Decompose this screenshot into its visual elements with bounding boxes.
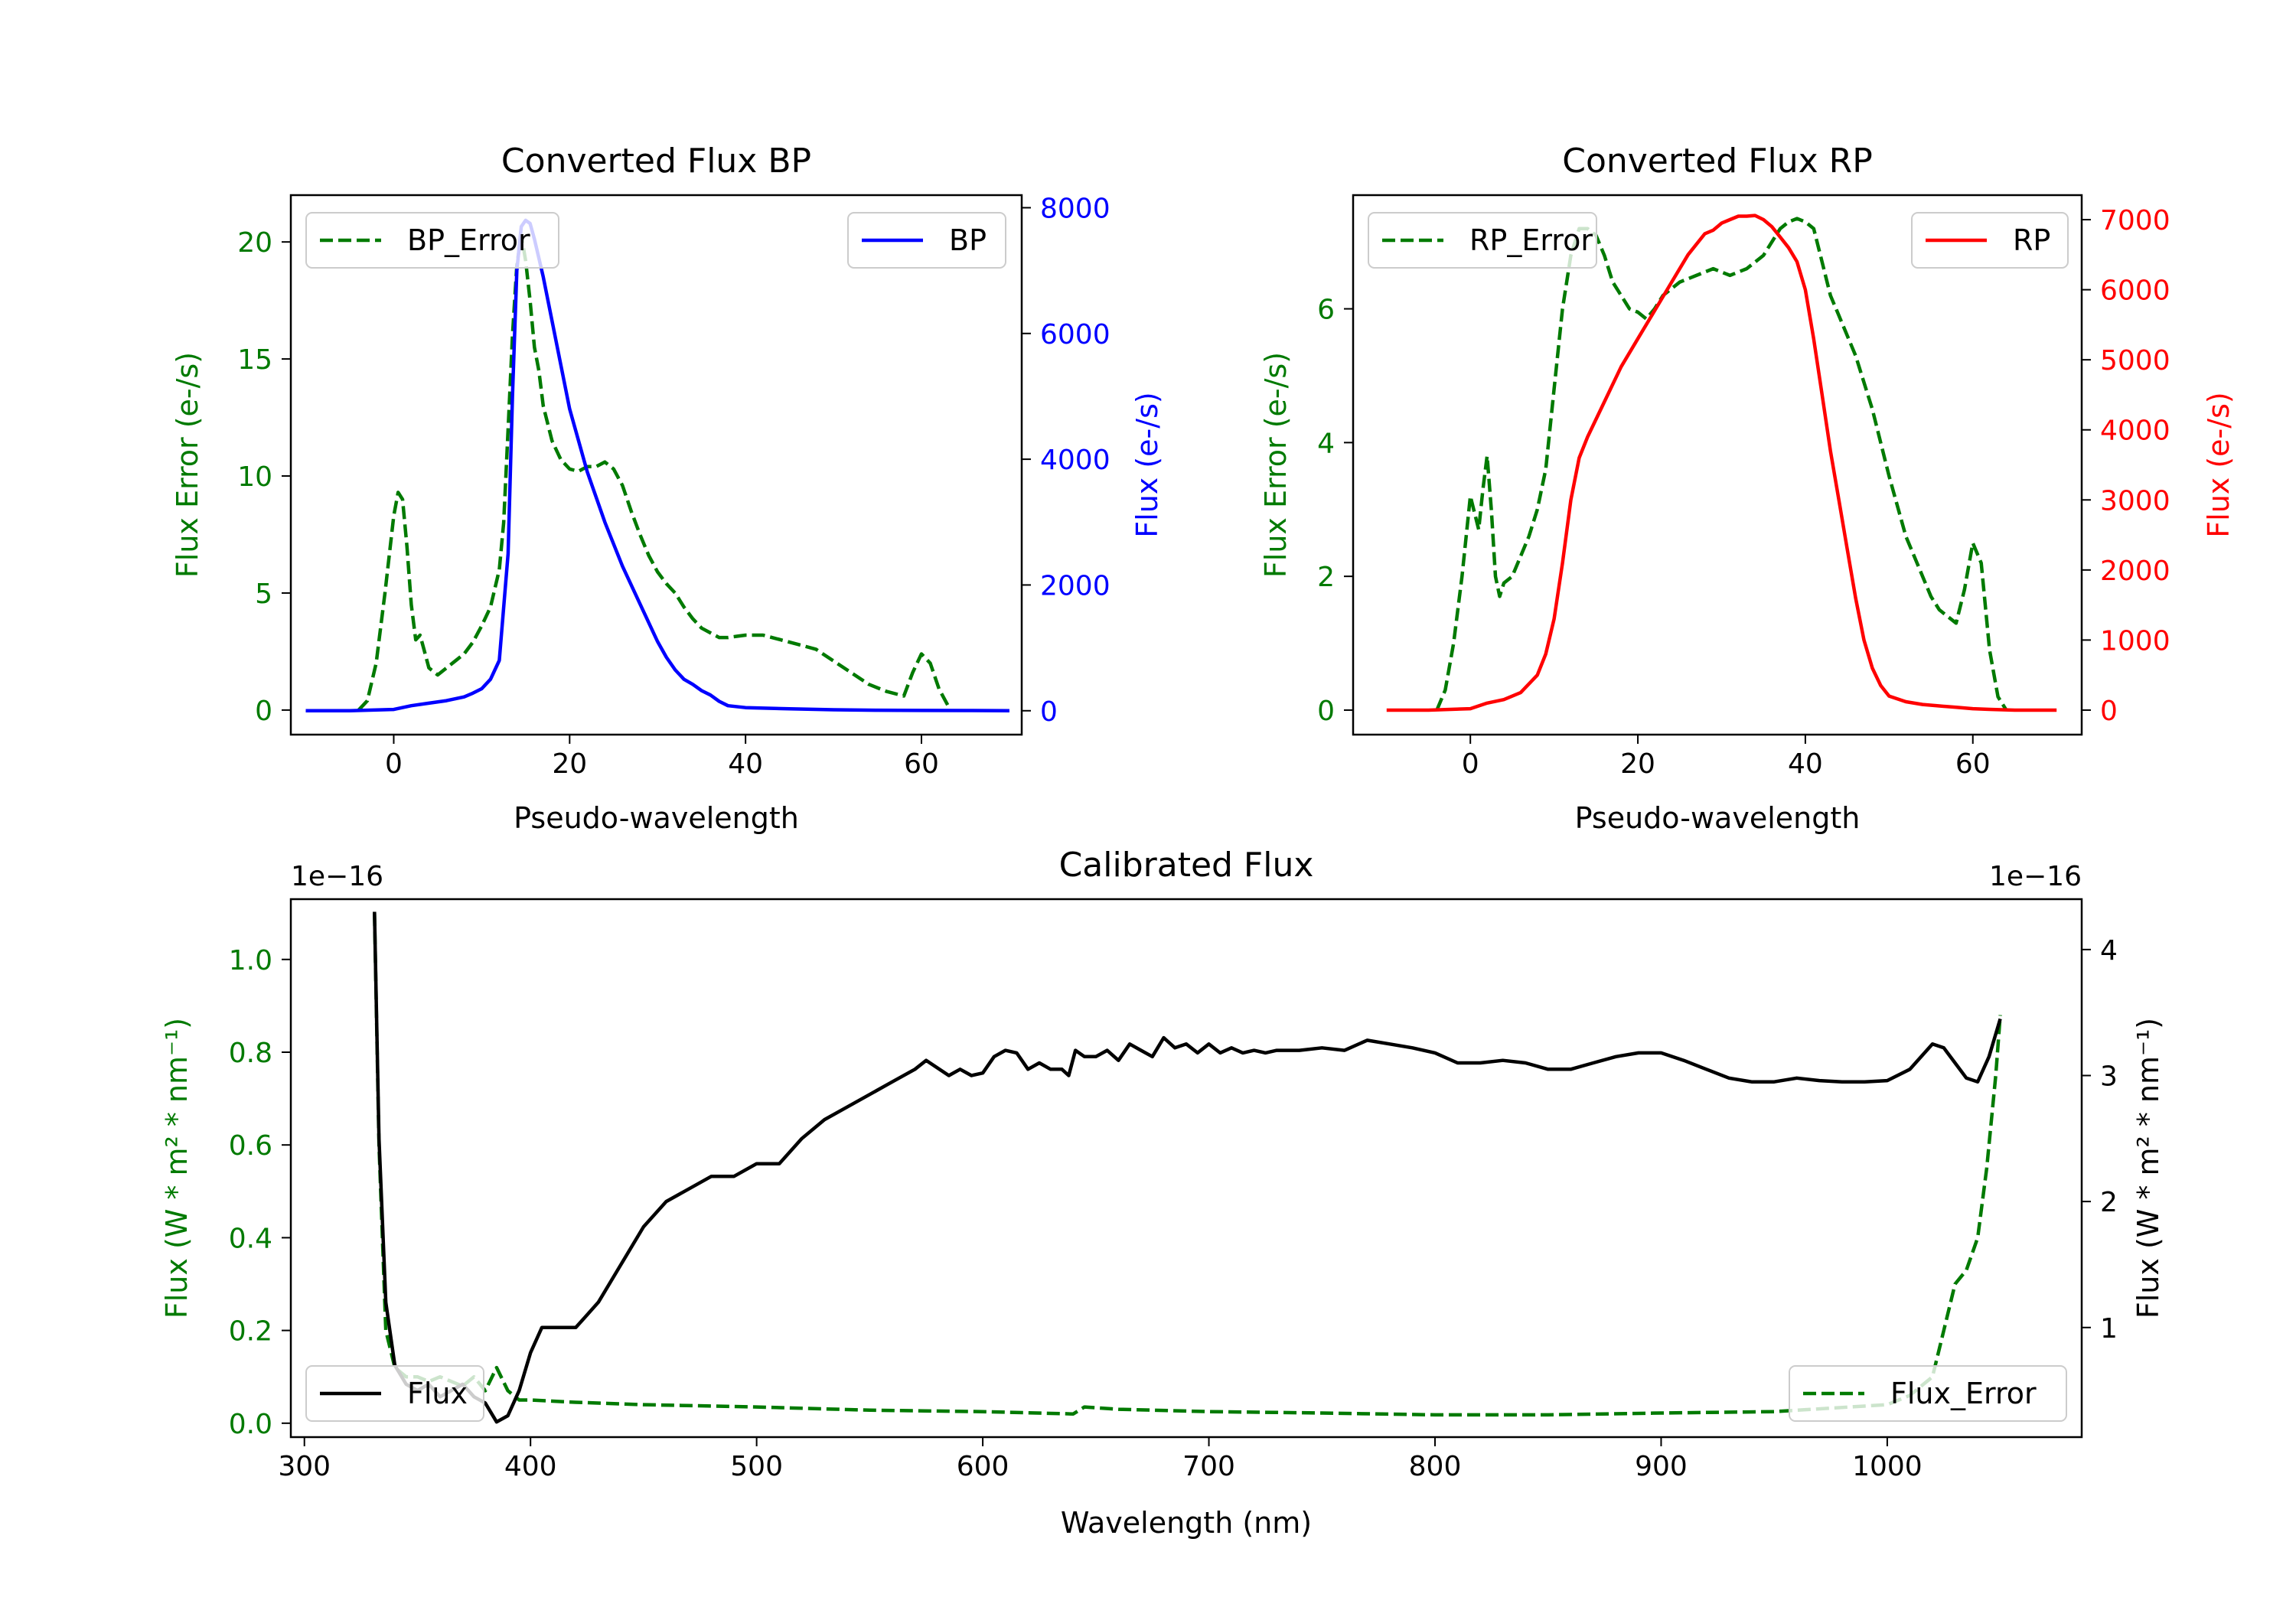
calibrated-xtick-label: 700 [1182,1451,1235,1482]
rp-ytick-right-label: 0 [2100,696,2118,727]
calibrated-ytick-left-label: 0.6 [229,1130,272,1162]
rp-legend-left: RP_Error [1368,212,1597,269]
rp-legend-left-box [1368,212,1597,269]
calibrated-line-flux [373,911,2002,1424]
bp-ytick-right-label: 4000 [1040,445,1110,476]
calibrated-offset-left: 1e−16 [291,861,383,892]
rp-series-group [1386,214,2057,712]
calibrated-xtick-label: 300 [278,1451,331,1482]
bp-legend-left-label: BP_Error [407,223,530,257]
bp-legend-right-box [847,212,1006,269]
bp-ytick-right-label: 0 [1040,696,1058,728]
bp-panel: Converted Flux BP 0 20 40 60 Pseudo-wavelengt… [171,142,1164,835]
rp-ylabel-left: Flux Error (e-/s) [1259,352,1293,578]
calibrated-legend-left-label: Flux [407,1377,468,1410]
bp-xtick-label: 0 [385,748,403,780]
calibrated-ylabel-right: Flux (W * m² * nm⁻¹) [2131,1018,2165,1319]
bp-xtick-label: 20 [552,748,587,780]
rp-ytick-left-label: 0 [1317,696,1335,727]
calibrated-ytick-left-label: 1.0 [229,945,272,976]
calibrated-legend-left: Flux [305,1365,484,1422]
calibrated-ytick-left-label: 0.2 [229,1316,272,1348]
rp-ytick-left-label: 4 [1317,428,1335,459]
calibrated-xtick-label: 500 [730,1451,783,1482]
rp-legend-right-box [1911,212,2069,269]
rp-ytick-right-label: 5000 [2100,345,2170,376]
bp-ytick-left-label: 10 [237,461,272,493]
bp-ytick-left-label: 5 [255,579,272,610]
rp-legend-right-label: RP [2013,223,2050,257]
calibrated-legend-right-box [1789,1365,2067,1422]
calibrated-ytick-right-label: 1 [2100,1313,2118,1345]
bp-line-bp [305,218,1009,713]
rp-legend-left-label: RP_Error [1469,223,1593,257]
calibrated-xlabel: Wavelength (nm) [1061,1506,1312,1540]
calibrated-ylabel-left: Flux (W * m² * nm⁻¹) [160,1018,194,1319]
calibrated-xtick-label: 900 [1635,1451,1688,1482]
bp-line-bp-error [357,233,950,712]
bp-title: Converted Flux BP [501,142,811,181]
rp-ylabel-right: Flux (e-/s) [2202,392,2236,537]
calibrated-ytick-left-label: 0.8 [229,1038,272,1069]
rp-panel: Converted Flux RP0 20 40 60Pseudo-wavelengt… [1259,142,2236,835]
calibrated-ytick-left-label: 0.0 [229,1409,272,1440]
calibrated-ytick-right-label: 4 [2100,935,2118,966]
calibrated-legend-right: Flux_Error [1789,1365,2067,1422]
rp-xtick-label: 0 [1462,748,1479,780]
bp-series-group [305,218,1009,713]
calibrated-ytick-right-label: 3 [2100,1061,2118,1092]
rp-xlabel: Pseudo-wavelength [1575,801,1861,835]
calibrated-line-flux-error [373,913,2002,1417]
rp-ytick-right-label: 4000 [2100,416,2170,447]
calibrated-legend-right-label: Flux_Error [1890,1377,2037,1410]
calibrated-series-group [373,911,2002,1424]
rp-ytick-left-label: 6 [1317,295,1335,326]
rp-line-rp-error [1435,217,2008,712]
calibrated-xtick-label: 1000 [1852,1451,1923,1482]
bp-ylabel-right: Flux (e-/s) [1130,392,1164,537]
bp-ytick-left-label: 15 [237,344,272,376]
rp-xtick-label: 20 [1620,748,1655,780]
bp-legend-right-label: BP [949,223,987,257]
rp-ytick-left-label: 2 [1317,562,1335,593]
rp-ytick-right-label: 2000 [2100,556,2170,587]
rp-ytick-right-label: 6000 [2100,275,2170,307]
rp-ytick-right-label: 3000 [2100,485,2170,517]
rp-title: Converted Flux RP [1562,142,1873,181]
calibrated-xtick-label: 400 [504,1451,557,1482]
calibrated-panel: Calibrated Flux 300 400 500 600 700 800 900 1000… [160,846,2165,1540]
calibrated-xtick-label: 600 [957,1451,1009,1482]
rp-ytick-right-label: 7000 [2100,205,2170,236]
bp-ytick-right-label: 2000 [1040,570,1110,601]
bp-ylabel-left: Flux Error (e-/s) [171,352,204,578]
bp-legend-right: BP [847,212,1006,269]
bp-xtick-label: 40 [728,748,763,780]
rp-xtick-label: 60 [1955,748,1991,780]
calibrated-ytick-right-label: 2 [2100,1187,2118,1218]
rp-axes-frame [1352,194,2083,736]
calibrated-xtick-label: 800 [1409,1451,1462,1482]
bp-xlabel: Pseudo-wavelength [514,801,799,835]
calibrated-axes-frame [289,898,2083,1439]
calibrated-legend-left-box [305,1365,484,1422]
bp-ytick-right-label: 8000 [1040,193,1110,224]
calibrated-ytick-left-label: 0.4 [229,1223,272,1254]
bp-legend-left: BP_Error [305,212,559,269]
calibrated-title: Calibrated Flux [1059,846,1314,885]
bp-ytick-right-label: 6000 [1040,319,1110,350]
bp-legend-left-box [305,212,559,269]
rp-legend-right: RP [1911,212,2069,269]
bp-xtick-label: 60 [904,748,939,780]
bp-axes-frame [289,194,1023,736]
bp-ytick-left-label: 0 [255,696,272,727]
rp-xtick-label: 40 [1788,748,1823,780]
rp-line-rp [1386,214,2057,712]
rp-ytick-right-label: 1000 [2100,625,2170,657]
calibrated-offset-right: 1e−16 [1989,861,2082,892]
bp-ytick-left-label: 20 [237,227,272,259]
